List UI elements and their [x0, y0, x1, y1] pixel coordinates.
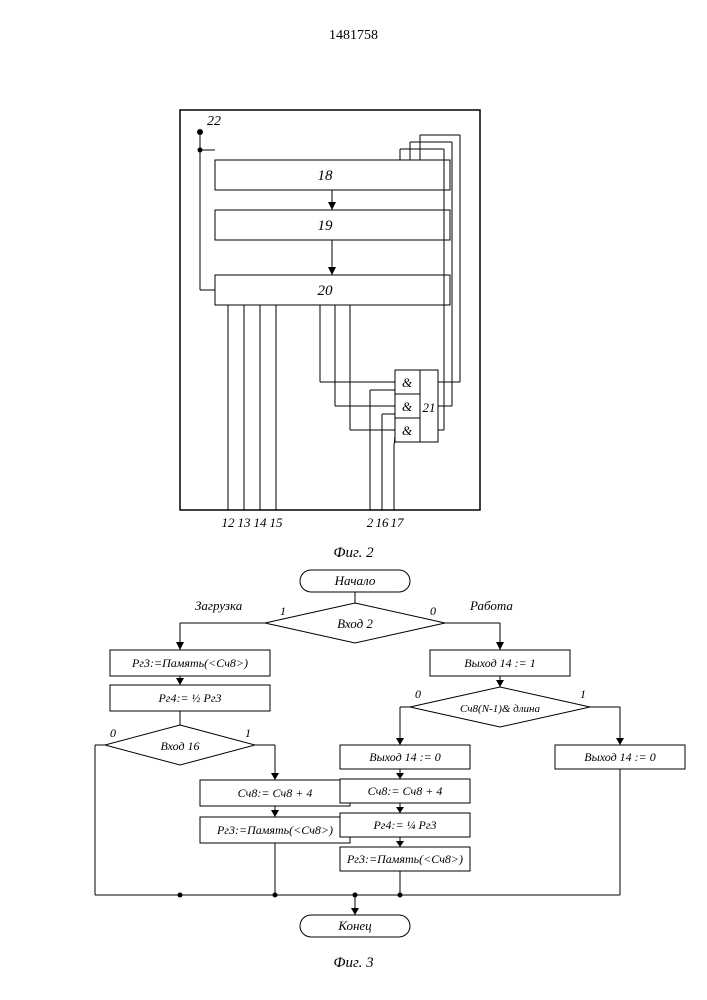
- dr-1: 1: [580, 687, 586, 701]
- figure-3-svg: Начало Вход 2 Загрузка Работа 1 0 Рг3:=П…: [0, 565, 707, 985]
- label-work: Работа: [469, 598, 513, 613]
- box-l1: Рг3:=Память(<Сч8>): [131, 656, 248, 670]
- d-top-1: 1: [280, 604, 286, 618]
- figure-2-svg: 22 18 19 20 & & &: [0, 50, 707, 530]
- and-3: &: [402, 423, 413, 438]
- d-top-0: 0: [430, 604, 436, 618]
- diamond-r: Сч8(N-1)& длина: [460, 703, 541, 715]
- port-14: 14: [254, 515, 268, 530]
- block-20-label: 20: [318, 283, 334, 299]
- port-12: 12: [222, 515, 236, 530]
- dl-1: 1: [245, 726, 251, 740]
- box-l2: Рг4:= ½ Рг3: [157, 691, 221, 705]
- and-2: &: [402, 399, 413, 414]
- box-l3: Сч8:= Сч8 + 4: [238, 786, 313, 800]
- end-label: Конец: [337, 918, 372, 933]
- page-number: 1481758: [329, 28, 378, 44]
- fig2-caption: Фиг. 2: [0, 545, 707, 562]
- port-17: 17: [391, 515, 405, 530]
- box-c2: Сч8:= Сч8 + 4: [368, 784, 443, 798]
- box-r1: Выход 14 := 1: [464, 656, 536, 670]
- fig3-caption: Фиг. 3: [0, 955, 707, 972]
- box-rr: Выход 14 := 0: [584, 750, 656, 764]
- start-label: Начало: [334, 573, 376, 588]
- block-18-label: 18: [318, 168, 334, 184]
- box-c1: Выход 14 := 0: [369, 750, 441, 764]
- label-loading: Загрузка: [195, 598, 243, 613]
- port-2: 2: [367, 515, 374, 530]
- dr-0: 0: [415, 687, 421, 701]
- diamond-l: Вход 16: [160, 739, 199, 753]
- dl-0: 0: [110, 726, 116, 740]
- port-16: 16: [376, 515, 390, 530]
- port-22-label: 22: [207, 114, 221, 129]
- block-19-label: 19: [318, 218, 334, 234]
- box-l4: Рг3:=Память(<Сч8>): [216, 823, 333, 837]
- port-13: 13: [238, 515, 252, 530]
- and-1: &: [402, 375, 413, 390]
- port-15: 15: [270, 515, 284, 530]
- box-c3: Рг4:= ¼ Рг3: [372, 818, 436, 832]
- diamond-top: Вход 2: [337, 616, 373, 631]
- block-21-label: 21: [423, 400, 436, 415]
- box-c4: Рг3:=Память(<Сч8>): [346, 852, 463, 866]
